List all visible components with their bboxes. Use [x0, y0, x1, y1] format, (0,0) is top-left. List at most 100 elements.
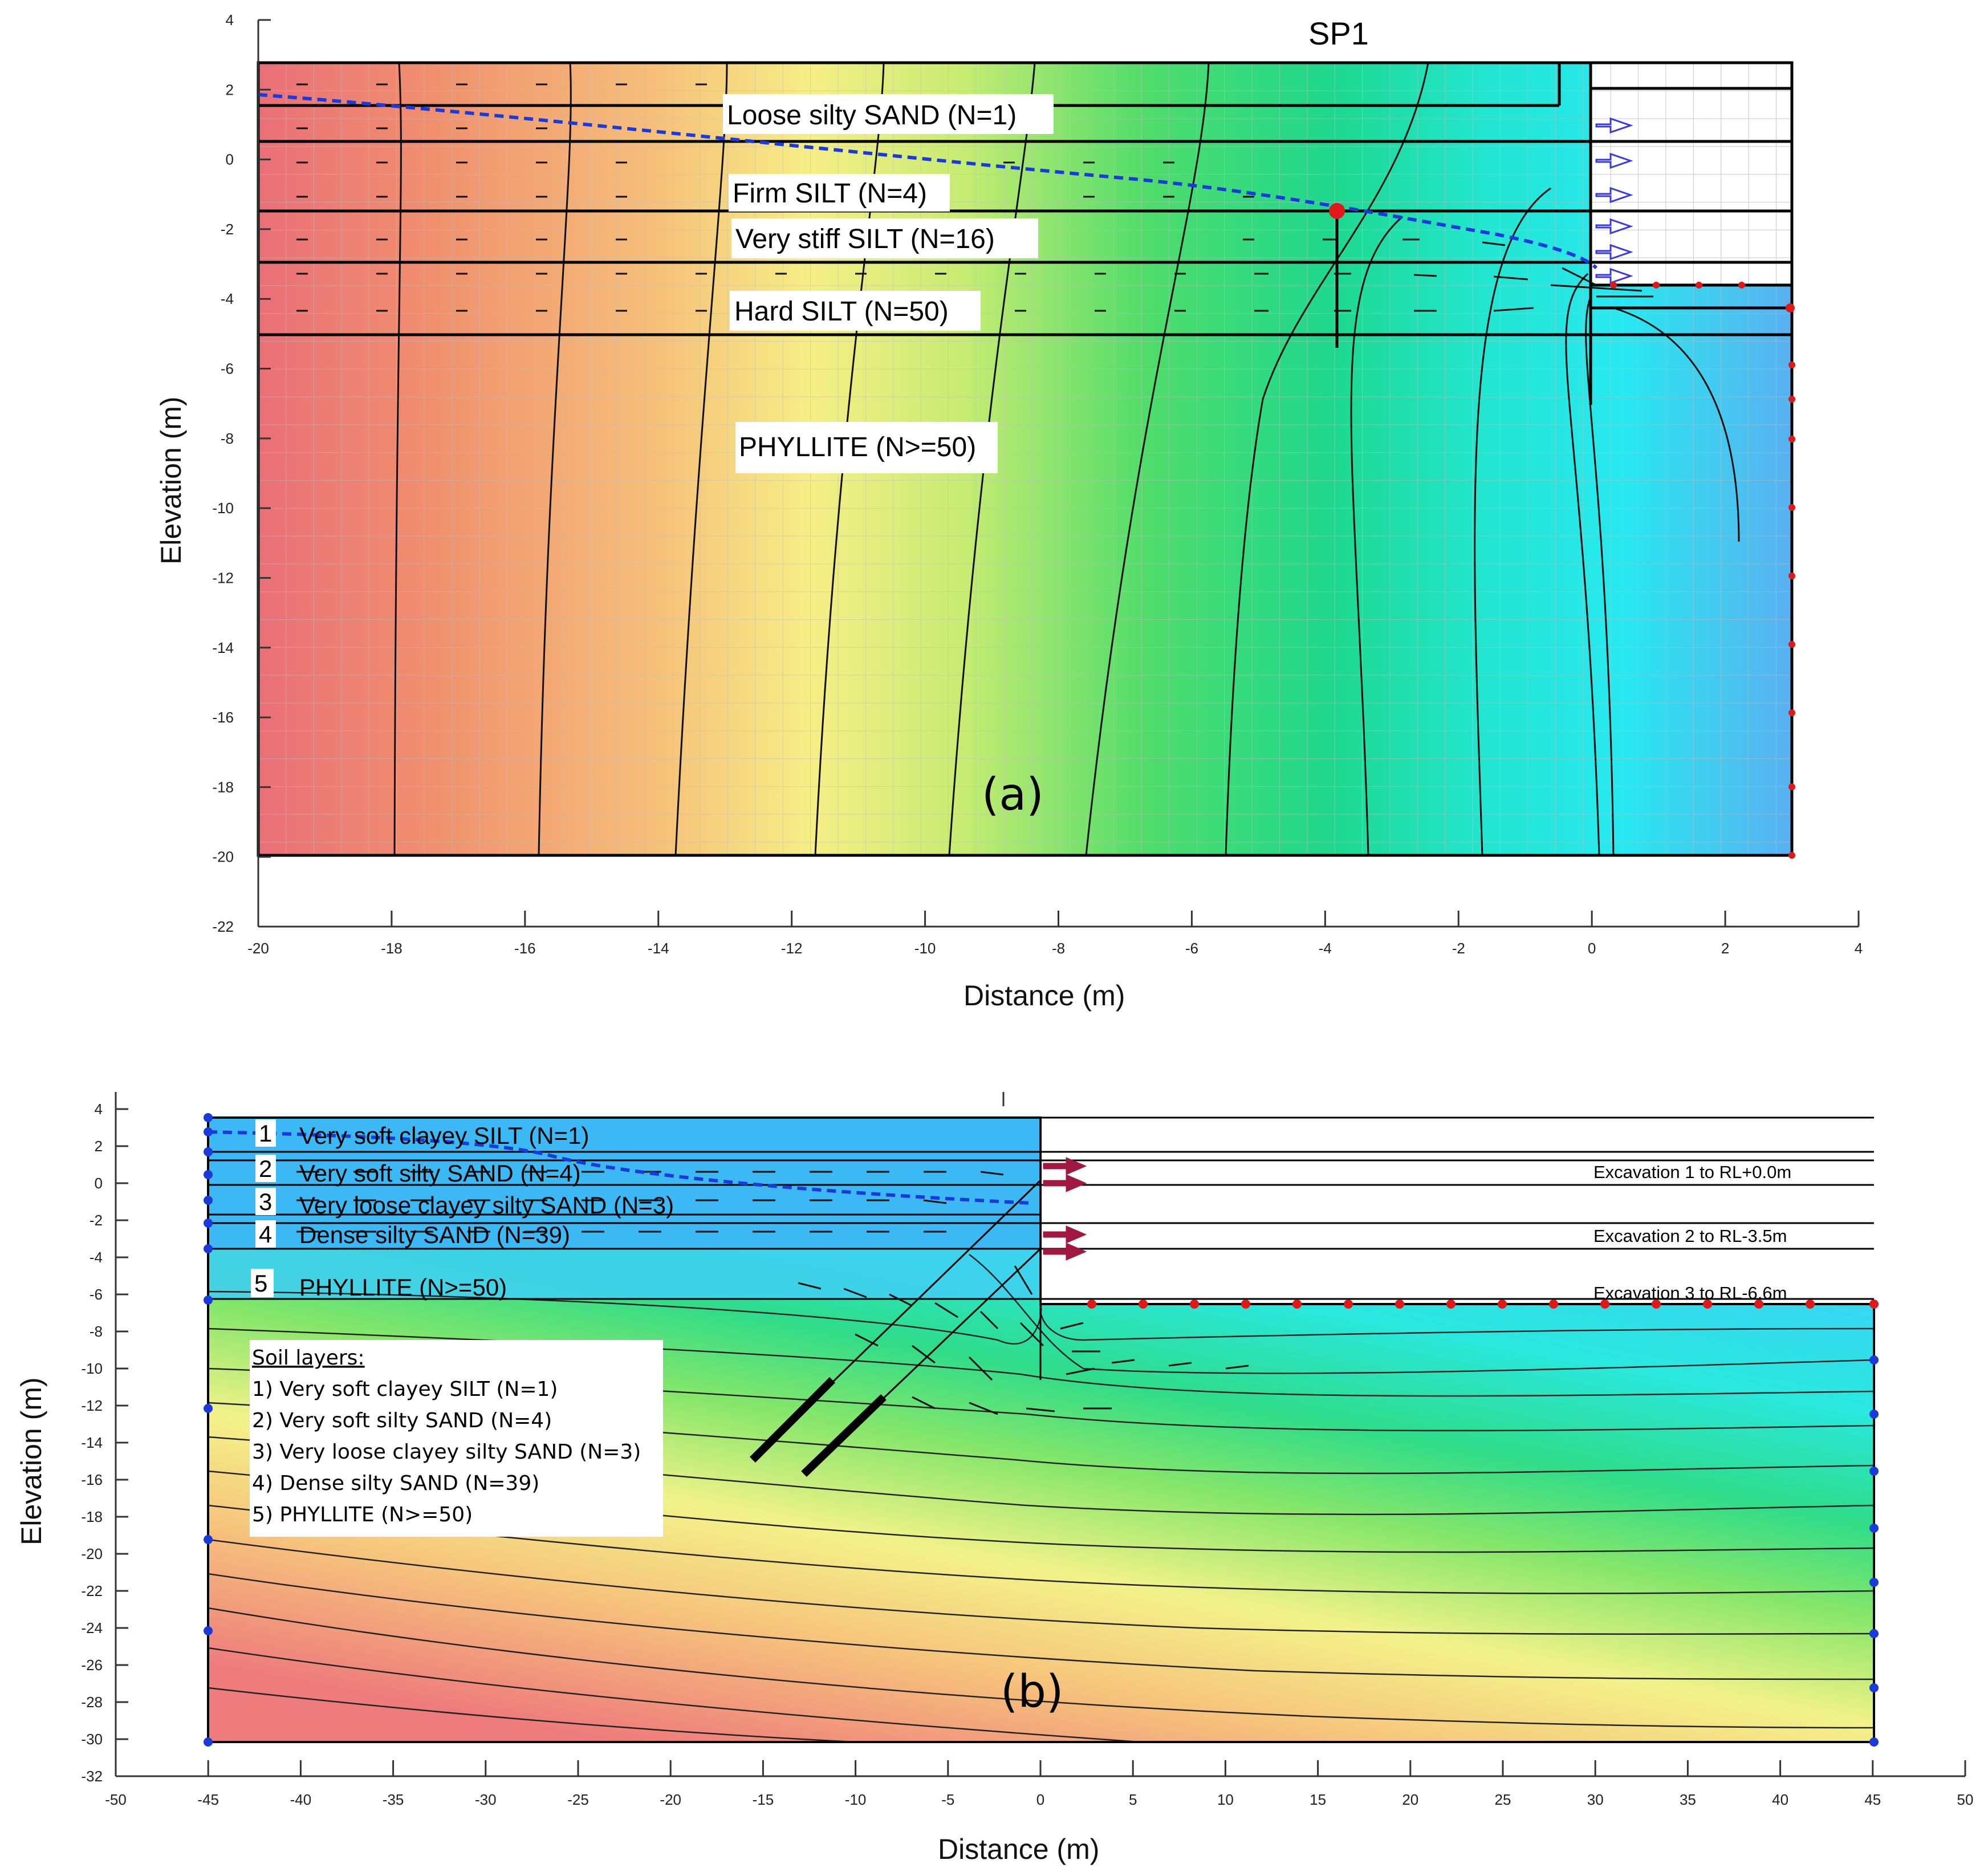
panel-b-y-tick-label: -20	[81, 1545, 103, 1562]
panel-b-load-arrows	[1043, 1157, 1087, 1261]
panel-b-tag: (b)	[1001, 1666, 1063, 1717]
panel-b-layer-name-3: Very loose clayey silty SAND (N=3)	[299, 1192, 674, 1219]
panel-a-x-tick-label: -16	[514, 940, 536, 957]
panel-b-y-tick-label: -2	[90, 1212, 103, 1229]
panel-a-y-tick-label: -10	[212, 500, 234, 517]
panel-b-x-ticks: -50 -45 -40 -35 -30 -25 -20 -15 -10 -5 0 5 10 15 20 25 3…	[105, 1760, 1973, 1808]
panel-b-y-tick-label: -30	[81, 1731, 103, 1748]
panel-b-x-tick-label: -35	[383, 1791, 404, 1808]
panel-b-y-tick-label: -8	[90, 1323, 103, 1340]
panel-a-layer-label-5: PHYLLITE (N>=50)	[739, 432, 976, 462]
panel-b-x-tick-label: -20	[660, 1791, 681, 1808]
panel-b-x-axis-title: Distance (m)	[938, 1833, 1099, 1865]
panel-b-x-tick-label: -45	[197, 1791, 219, 1808]
panel-b-phreatic-line	[208, 1130, 1032, 1205]
panel-b-x-tick-label: 5	[1129, 1791, 1137, 1808]
panel-a-y-tick-label: -22	[212, 918, 234, 935]
panel-b-y-tick-label: 2	[95, 1138, 103, 1155]
panel-a-x-tick-label: 0	[1588, 940, 1596, 957]
panel-b: 1 Very soft clayey SILT (N=1) 2 Very sof…	[15, 1092, 1973, 1865]
panel-a-x-tick-label: -2	[1452, 940, 1465, 957]
panel-a-pile-label: SP1	[1308, 15, 1369, 51]
panel-a-layer-label-1: Loose silty SAND (N=1)	[727, 100, 1017, 131]
panel-b-x-tick-label: 25	[1495, 1791, 1511, 1808]
panel-b-layer-name-5: PHYLLITE (N>=50)	[299, 1274, 507, 1301]
panel-b-y-tick-label: -32	[81, 1768, 103, 1785]
panel-b-y-tick-label: -18	[81, 1508, 103, 1525]
panel-b-y-tick-label: -26	[81, 1656, 103, 1674]
legend-title: Soil layers:	[252, 1346, 365, 1370]
panel-a-observation-point	[1329, 203, 1345, 219]
panel-b-y-axis-title: Elevation (m)	[15, 1377, 47, 1545]
panel-b-x-tick-label: 0	[1036, 1791, 1044, 1808]
panel-b-x-tick-label: -25	[567, 1791, 589, 1808]
panel-b-x-tick-label: 50	[1957, 1791, 1974, 1808]
panel-b-y-tick-label: 0	[95, 1175, 103, 1192]
panel-b-x-tick-label: -40	[290, 1791, 312, 1808]
panel-b-layer-name-2: Very soft silty SAND (N=4)	[299, 1160, 581, 1187]
panel-b-layer-num-3: 3	[259, 1188, 272, 1215]
panel-a-x-ticks: -20 -18 -16 -14 -12 -10 -8 -6 -4 -2 0 2 4	[247, 911, 1863, 957]
panel-b-x-tick-label: 35	[1680, 1791, 1696, 1808]
panel-a-y-tick-label: -12	[212, 569, 234, 586]
panel-b-layer-num-2: 2	[259, 1155, 272, 1182]
panel-b-x-tick-label: 40	[1772, 1791, 1788, 1808]
panel-b-y-tick-label: -12	[81, 1397, 103, 1414]
panel-a-x-tick-label: -20	[247, 940, 269, 957]
legend-item-1: 1) Very soft clayey SILT (N=1)	[252, 1378, 558, 1401]
panel-b-y-ticks: 4 2 0 -2 -4 -6 -8 -10 -12 -14 -16 -18 -20 -22 -24 -26 -2…	[81, 1101, 128, 1785]
panel-b-y-tick-label: -10	[81, 1360, 103, 1377]
panel-a-y-axis-title: Elevation (m)	[155, 396, 187, 565]
panel-a-x-tick-label: -10	[914, 940, 936, 957]
panel-a-x-tick-label: -14	[648, 940, 669, 957]
legend-item-2: 2) Very soft silty SAND (N=4)	[252, 1409, 552, 1432]
panel-a-x-tick-label: -8	[1052, 940, 1065, 957]
panel-a-tag: (a)	[982, 769, 1044, 821]
panel-b-y-tick-label: 4	[95, 1101, 103, 1118]
panel-a-y-tick-label: -8	[221, 430, 234, 447]
panel-b-y-tick-label: -16	[81, 1471, 103, 1488]
panel-b-layer-num-4: 4	[259, 1221, 272, 1248]
panel-a-x-tick-label: -12	[781, 940, 803, 957]
panel-b-y-tick-label: -14	[81, 1434, 103, 1451]
panel-b-ground-anchors	[750, 1179, 1042, 1477]
panel-b-x-tick-label: 15	[1310, 1791, 1326, 1808]
panel-b-layer-num-1: 1	[259, 1120, 272, 1147]
legend-item-3: 3) Very loose clayey silty SAND (N=3)	[252, 1440, 641, 1464]
panel-a-y-tick-label: -16	[212, 709, 234, 726]
panel-b-excavation-3: Excavation 3 to RL-6.6m	[1593, 1283, 1787, 1303]
panel-a-seepage-arrows	[1595, 117, 1633, 285]
panel-b-x-tick-label: -10	[845, 1791, 867, 1808]
panel-a-y-tick-label: 4	[226, 11, 234, 29]
panel-b-layer-name-1: Very soft clayey SILT (N=1)	[299, 1122, 589, 1149]
panel-a-y-tick-label: 2	[226, 81, 234, 98]
panel-a-y-tick-label: 0	[226, 151, 234, 168]
panel-b-y-tick-label: -28	[81, 1694, 103, 1711]
panel-a-x-axis-title: Distance (m)	[963, 980, 1125, 1012]
panel-b-layer-num-5: 5	[254, 1270, 267, 1297]
panel-b-x-tick-label: 20	[1402, 1791, 1418, 1808]
panel-a-boundary-nodes	[1610, 282, 1795, 859]
panel-b-x-tick-label: 45	[1864, 1791, 1881, 1808]
panel-b-y-tick-label: -24	[81, 1619, 103, 1637]
panel-b-y-tick-label: -4	[90, 1249, 103, 1266]
panel-a-x-tick-label: -6	[1185, 940, 1198, 957]
panel-a-y-tick-label: -4	[221, 290, 234, 307]
panel-b-y-tick-label: -6	[90, 1286, 103, 1303]
panel-a-y-tick-label: -14	[212, 639, 234, 656]
panel-b-flow-vectors	[296, 1171, 1249, 1415]
panel-b-excavation-2: Excavation 2 to RL-3.5m	[1593, 1226, 1787, 1246]
panel-b-x-tick-label: -5	[941, 1791, 954, 1808]
panel-a-layer-label-4: Hard SILT (N=50)	[734, 297, 949, 327]
panel-b-layer-name-4: Dense silty SAND (N=39)	[299, 1221, 570, 1248]
panel-a-y-tick-label: -18	[212, 778, 234, 795]
panel-a-y-tick-label: -2	[221, 221, 234, 238]
panel-a-x-tick-label: -4	[1319, 940, 1332, 957]
panel-b-x-tick-label: 10	[1217, 1791, 1234, 1808]
panel-a-x-tick-label: -18	[381, 940, 403, 957]
panel-b-y-tick-label: -22	[81, 1582, 103, 1599]
panel-b-boundary-nodes	[204, 1113, 1879, 1747]
panel-a-y-tick-label: -20	[212, 848, 234, 866]
panel-a: Loose silty SAND (N=1) Firm SILT (N=4) V…	[155, 11, 1863, 1012]
